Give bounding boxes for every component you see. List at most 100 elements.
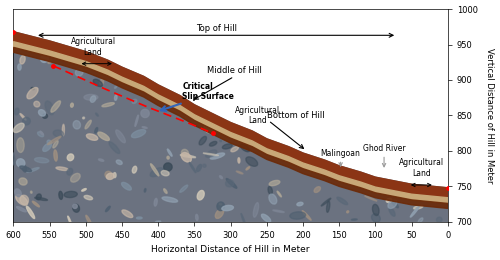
Ellipse shape	[154, 198, 157, 206]
Ellipse shape	[240, 144, 250, 152]
Ellipse shape	[53, 141, 58, 148]
Ellipse shape	[164, 189, 167, 193]
Ellipse shape	[203, 164, 206, 167]
Ellipse shape	[135, 115, 138, 126]
Ellipse shape	[82, 188, 86, 191]
Ellipse shape	[273, 210, 284, 212]
Ellipse shape	[16, 207, 26, 212]
Ellipse shape	[98, 159, 104, 161]
Text: Top of Hill: Top of Hill	[196, 24, 236, 33]
Ellipse shape	[391, 200, 398, 208]
Ellipse shape	[116, 160, 122, 165]
Ellipse shape	[238, 158, 240, 163]
Ellipse shape	[20, 56, 25, 64]
Ellipse shape	[277, 191, 281, 197]
Ellipse shape	[62, 124, 64, 136]
Ellipse shape	[67, 168, 72, 175]
Ellipse shape	[302, 211, 311, 220]
Ellipse shape	[12, 153, 15, 165]
Polygon shape	[14, 32, 448, 222]
Ellipse shape	[122, 210, 133, 218]
Ellipse shape	[226, 179, 237, 188]
Ellipse shape	[51, 101, 60, 112]
Ellipse shape	[20, 114, 26, 120]
Ellipse shape	[22, 165, 26, 172]
Ellipse shape	[116, 130, 126, 143]
Ellipse shape	[142, 127, 147, 128]
Ellipse shape	[337, 197, 347, 205]
X-axis label: Horizontal Distance of Hill in Meter: Horizontal Distance of Hill in Meter	[152, 245, 310, 255]
Ellipse shape	[132, 166, 137, 173]
Ellipse shape	[42, 114, 48, 118]
Text: Middle of Hill: Middle of Hill	[207, 66, 262, 75]
Ellipse shape	[38, 132, 44, 137]
Ellipse shape	[73, 121, 80, 129]
Ellipse shape	[54, 150, 58, 161]
Ellipse shape	[72, 204, 78, 209]
Ellipse shape	[246, 167, 250, 170]
Ellipse shape	[14, 108, 19, 115]
Ellipse shape	[106, 206, 110, 212]
Ellipse shape	[132, 129, 145, 138]
Ellipse shape	[26, 206, 34, 218]
Ellipse shape	[364, 196, 377, 201]
Ellipse shape	[269, 194, 277, 204]
Ellipse shape	[220, 176, 222, 179]
Ellipse shape	[56, 167, 68, 171]
Ellipse shape	[64, 191, 78, 198]
Ellipse shape	[156, 221, 160, 222]
Ellipse shape	[32, 201, 40, 207]
Ellipse shape	[132, 99, 137, 103]
Ellipse shape	[114, 86, 117, 88]
Ellipse shape	[68, 216, 71, 225]
Ellipse shape	[164, 163, 172, 171]
Text: Agricultural
Land: Agricultural Land	[235, 106, 280, 125]
Ellipse shape	[136, 217, 142, 219]
Ellipse shape	[197, 190, 204, 200]
Polygon shape	[14, 32, 448, 198]
Ellipse shape	[150, 168, 164, 177]
Ellipse shape	[231, 147, 238, 152]
Ellipse shape	[45, 101, 54, 115]
Ellipse shape	[36, 194, 42, 200]
Ellipse shape	[418, 218, 423, 223]
Ellipse shape	[40, 131, 43, 135]
Ellipse shape	[372, 204, 379, 216]
Ellipse shape	[167, 156, 170, 159]
Ellipse shape	[268, 186, 272, 194]
Text: Agricultural
Land: Agricultural Land	[399, 159, 444, 178]
Ellipse shape	[18, 64, 21, 70]
Ellipse shape	[410, 206, 419, 217]
Ellipse shape	[386, 198, 392, 203]
Ellipse shape	[85, 120, 91, 129]
Ellipse shape	[180, 185, 188, 192]
Ellipse shape	[106, 173, 114, 179]
Ellipse shape	[84, 196, 92, 200]
Text: Ghod River: Ghod River	[362, 144, 406, 153]
Ellipse shape	[210, 141, 217, 146]
Ellipse shape	[210, 153, 224, 159]
Ellipse shape	[196, 165, 202, 172]
Ellipse shape	[144, 188, 146, 192]
Ellipse shape	[168, 149, 172, 156]
Ellipse shape	[436, 217, 442, 222]
Ellipse shape	[220, 140, 222, 142]
Ellipse shape	[84, 94, 98, 100]
Ellipse shape	[206, 150, 217, 158]
Ellipse shape	[203, 153, 218, 155]
Ellipse shape	[14, 123, 24, 133]
Ellipse shape	[352, 219, 357, 220]
Ellipse shape	[19, 178, 27, 185]
Ellipse shape	[40, 55, 48, 62]
Ellipse shape	[346, 211, 349, 213]
Ellipse shape	[14, 189, 21, 197]
Ellipse shape	[226, 180, 234, 187]
Ellipse shape	[90, 96, 96, 102]
Ellipse shape	[34, 158, 49, 163]
Ellipse shape	[109, 142, 120, 153]
Ellipse shape	[86, 134, 98, 140]
Ellipse shape	[290, 212, 306, 219]
Ellipse shape	[114, 95, 117, 100]
Ellipse shape	[30, 191, 32, 193]
Ellipse shape	[105, 171, 112, 178]
